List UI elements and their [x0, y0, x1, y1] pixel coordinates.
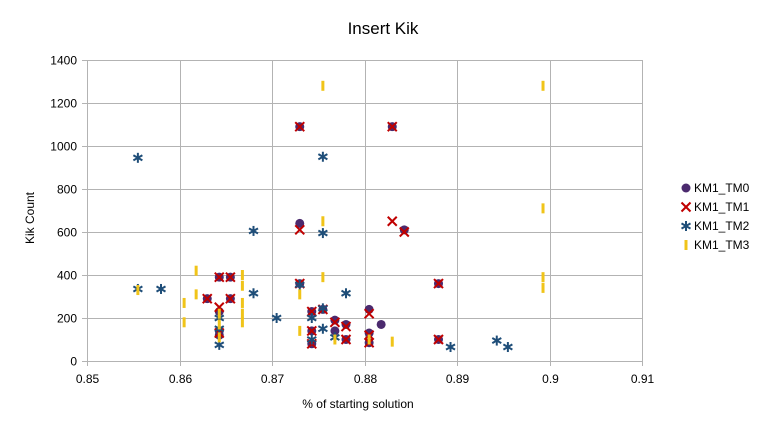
- data-point: [294, 121, 305, 132]
- data-point: [330, 326, 340, 336]
- data-point: [155, 283, 167, 294]
- x-tick-label: 0.91: [631, 372, 655, 386]
- legend-item: KM1_TM0: [681, 181, 750, 195]
- x-tick-label: 0.9: [542, 372, 559, 386]
- data-point: [445, 342, 456, 353]
- legend: KM1_TM0 KM1_TM1 KM1_TM2 KM1_TM3: [680, 181, 750, 252]
- legend-marker: [681, 183, 691, 193]
- data-point: [387, 216, 398, 227]
- y-axis-title: Kik Count: [23, 191, 37, 244]
- data-point: [271, 313, 282, 323]
- data-point: [248, 288, 259, 299]
- x-tick-label: 0.85: [76, 372, 100, 386]
- legend-label: KM1_TM3: [694, 238, 750, 252]
- data-point: [341, 319, 351, 329]
- data-points: [132, 80, 545, 353]
- y-tick-label: 1200: [50, 97, 77, 111]
- data-point: [294, 279, 305, 290]
- series-KM1_TM3: [136, 80, 545, 347]
- y-tick-label: 1400: [50, 54, 77, 68]
- grid-lines: [87, 60, 643, 362]
- data-point: [306, 334, 317, 345]
- x-tick-labels: 0.85 0.86 0.87 0.88 0.89 0.9 0.91: [76, 372, 655, 386]
- x-tick-label: 0.88: [354, 372, 378, 386]
- data-point: [306, 325, 317, 337]
- data-point: [248, 225, 259, 236]
- data-point: [364, 328, 374, 338]
- legend-label: KM1_TM1: [694, 200, 750, 214]
- legend-label: KM1_TM0: [694, 181, 750, 195]
- data-point: [340, 334, 352, 345]
- data-point: [330, 315, 340, 325]
- data-point: [225, 271, 236, 283]
- data-point: [317, 303, 328, 314]
- data-point: [387, 121, 398, 132]
- data-point: [433, 334, 444, 345]
- legend-marker: [680, 221, 692, 231]
- y-tick-label: 0: [70, 355, 77, 369]
- data-point: [214, 302, 225, 313]
- chart-title: Insert Kik: [348, 19, 419, 38]
- y-tick-label: 400: [57, 269, 77, 283]
- data-point: [340, 288, 352, 299]
- axes: [82, 60, 643, 366]
- legend-item: KM1_TM2: [680, 219, 750, 233]
- data-point: [340, 321, 352, 332]
- data-point: [363, 308, 375, 319]
- y-tick-labels: 0 200 400 600 800 1000 1200 1400: [50, 54, 77, 369]
- data-point: [225, 293, 236, 304]
- legend-label: KM1_TM2: [694, 219, 750, 233]
- data-point: [295, 218, 305, 228]
- data-point: [317, 323, 328, 334]
- data-point: [294, 224, 305, 236]
- data-point: [376, 319, 386, 329]
- data-point: [132, 152, 143, 163]
- x-tick-label: 0.86: [169, 372, 193, 386]
- y-tick-label: 600: [57, 226, 77, 240]
- y-tick-label: 800: [57, 183, 77, 197]
- data-point: [491, 335, 502, 346]
- data-point: [399, 226, 410, 238]
- legend-item: KM1_TM1: [680, 200, 750, 214]
- data-point: [202, 293, 213, 304]
- data-point: [214, 271, 225, 283]
- data-point: [502, 342, 513, 353]
- data-point: [433, 278, 444, 289]
- x-tick-label: 0.87: [261, 372, 285, 386]
- x-tick-label: 0.89: [446, 372, 470, 386]
- data-point: [317, 228, 328, 239]
- legend-marker: [680, 201, 692, 213]
- legend-item: KM1_TM3: [684, 238, 750, 252]
- y-tick-label: 200: [57, 312, 77, 326]
- x-axis-title: % of starting solution: [302, 397, 413, 411]
- data-point: [399, 225, 409, 235]
- data-point: [306, 313, 317, 323]
- data-point: [306, 306, 317, 317]
- data-point: [329, 317, 341, 328]
- y-tick-label: 1000: [50, 140, 77, 154]
- data-point: [317, 151, 328, 162]
